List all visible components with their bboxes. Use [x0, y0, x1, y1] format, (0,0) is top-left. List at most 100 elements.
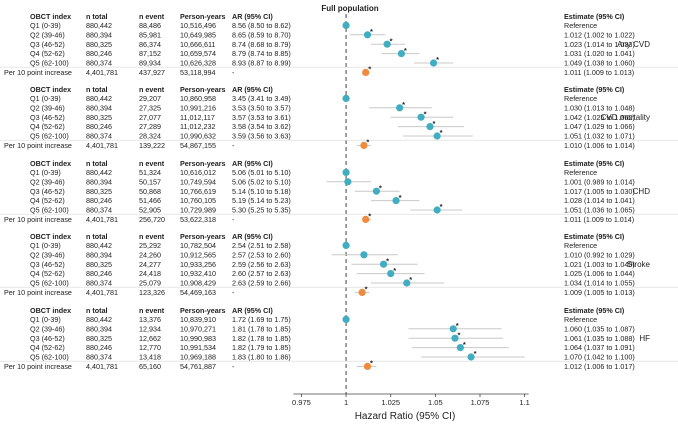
cell-estimate: 1.049 (1.038 to 1.060): [564, 59, 635, 68]
significance-star: *: [370, 359, 373, 368]
significance-star: *: [368, 212, 371, 221]
cell-n-event: 52,905: [139, 206, 161, 215]
cell-n-total: 880,325: [86, 113, 112, 122]
row-label: Q5 (62-100): [30, 279, 69, 288]
significance-star: *: [366, 138, 369, 147]
x-tick-label: 1.1: [519, 398, 529, 407]
point-estimate: [342, 168, 350, 176]
cell-person-years: 10,933,256: [180, 260, 216, 269]
cell-estimate: 1.023 (1.014 to 1.033): [564, 40, 635, 49]
row-label: Q1 (0-39): [30, 94, 61, 103]
cell-ar: 2.57 (2.53 to 2.60): [232, 250, 291, 259]
significance-star: *: [386, 256, 389, 265]
point-estimate: [363, 31, 372, 39]
column-header: n event: [139, 306, 165, 315]
cell-person-years: 10,970,271: [180, 324, 216, 333]
row-label: Q1 (0-39): [30, 168, 61, 177]
cell-n-total: 880,394: [86, 30, 112, 39]
cell-estimate: 1.051 (1.032 to 1.071): [564, 132, 635, 141]
column-header: AR (95% CI): [232, 85, 273, 94]
cell-estimate: 1.021 (1.003 to 1.040): [564, 260, 635, 269]
row-label: Q2 (39-46): [30, 250, 65, 259]
cell-ar: 8.56 (8.50 to 8.62): [232, 21, 291, 30]
point-estimate: [456, 344, 464, 352]
row-label: Per 10 point increase: [4, 288, 72, 297]
row-label: Q3 (46-52): [30, 334, 65, 343]
cell-n-event: 25,292: [139, 241, 161, 250]
cell-n-total: 880,442: [86, 168, 112, 177]
point-estimate: [362, 68, 370, 76]
cell-estimate: 1.031 (1.020 to 1.041): [564, 49, 635, 58]
row-label: Q1 (0-39): [30, 315, 61, 324]
cell-estimate: 1.028 (1.014 to 1.041): [564, 196, 635, 205]
cell-ar: 2.63 (2.59 to 2.66): [232, 279, 291, 288]
cell-n-total: 880,246: [86, 196, 112, 205]
row-label: Q4 (52-62): [30, 343, 65, 352]
cell-estimate: Reference: [564, 94, 597, 103]
row-label: Q5 (62-100): [30, 59, 69, 68]
cell-ar: 5.14 (5.10 to 5.18): [232, 187, 291, 196]
cell-person-years: 11,012,232: [180, 122, 215, 131]
cell-ar: 8.74 (8.68 to 8.79): [232, 40, 291, 49]
cell-person-years: 11,012,117: [180, 113, 215, 122]
outcome-label: Stroke: [627, 260, 651, 269]
cell-n-total: 880,246: [86, 269, 112, 278]
cell-estimate: 1.061 (1.035 to 1.088): [564, 334, 635, 343]
significance-star: *: [390, 36, 393, 45]
cell-person-years: 10,760,105: [180, 196, 216, 205]
chart-title: Full population: [321, 4, 378, 13]
cell-ar: 1.81 (1.78 to 1.85): [232, 324, 291, 333]
significance-star: *: [463, 340, 466, 349]
column-header: n event: [139, 232, 165, 241]
cell-ar: 1.82 (1.78 to 1.85): [232, 334, 291, 343]
cell-n-event: 50,157: [139, 177, 161, 186]
cell-estimate: 1.001 (0.989 to 1.014): [564, 177, 635, 186]
x-tick-label: 1.025: [381, 398, 400, 407]
cell-n-total: 880,374: [86, 279, 112, 288]
cell-ar: -: [232, 68, 235, 77]
row-label: Q3 (46-52): [30, 113, 65, 122]
row-label: Q1 (0-39): [30, 21, 61, 30]
cell-estimate: 1.030 (1.013 to 1.048): [564, 103, 635, 112]
cell-estimate: 1.047 (1.029 to 1.066): [564, 122, 635, 131]
x-axis: 0.975 1 1.025 1.05 1.075 1.1: [292, 393, 530, 407]
cell-estimate: 1.009 (1.005 to 1.013): [564, 288, 635, 297]
cell-person-years: 54,867,155: [180, 141, 216, 150]
cell-ar: 3.59 (3.56 to 3.63): [232, 132, 291, 141]
panel-stroke: OBCT index n total n event Person-years AR (…: [0, 232, 678, 297]
column-header: n total: [86, 306, 108, 315]
cell-n-event: 12,934: [139, 324, 161, 333]
cell-n-total: 880,246: [86, 49, 112, 58]
cell-n-total: 880,442: [86, 315, 112, 324]
row-label: Q2 (39-46): [30, 324, 65, 333]
panel-cvd-mortality: OBCT index n total n event Person-years AR (…: [0, 85, 678, 150]
cell-n-total: 880,246: [86, 122, 112, 131]
cell-ar: 3.53 (3.50 to 3.57): [232, 103, 291, 112]
column-header: OBCT index: [30, 159, 71, 168]
cell-n-event: 29,207: [139, 94, 161, 103]
cell-estimate: Reference: [564, 21, 597, 30]
cell-person-years: 10,990,632: [180, 132, 216, 141]
cell-ar: 2.59 (2.56 to 2.63): [232, 260, 291, 269]
row-label: Q2 (39-46): [30, 177, 65, 186]
cell-ar: 2.54 (2.51 to 2.58): [232, 241, 291, 250]
cell-n-event: 27,077: [139, 113, 161, 122]
cell-n-event: 12,770: [139, 343, 161, 352]
column-header: Estimate (95% CI): [564, 232, 625, 241]
significance-star: *: [433, 119, 436, 128]
outcome-label: CHD: [633, 187, 651, 196]
point-estimate: [426, 123, 434, 131]
cell-ar: 3.45 (3.41 to 3.49): [232, 94, 291, 103]
x-tick-label: 1.05: [428, 398, 443, 407]
cell-estimate: 1.012 (1.006 to 1.017): [564, 362, 635, 371]
cell-n-event: 51,324: [139, 168, 161, 177]
cell-ar: 3.57 (3.53 to 3.61): [232, 113, 291, 122]
cell-n-event: 139,222: [139, 141, 165, 150]
point-estimate: [358, 288, 366, 296]
cell-n-total: 880,394: [86, 250, 112, 259]
column-header: n total: [86, 232, 108, 241]
cell-person-years: 10,626,328: [180, 59, 216, 68]
cell-person-years: 10,782,504: [180, 241, 216, 250]
column-header: AR (95% CI): [232, 306, 273, 315]
